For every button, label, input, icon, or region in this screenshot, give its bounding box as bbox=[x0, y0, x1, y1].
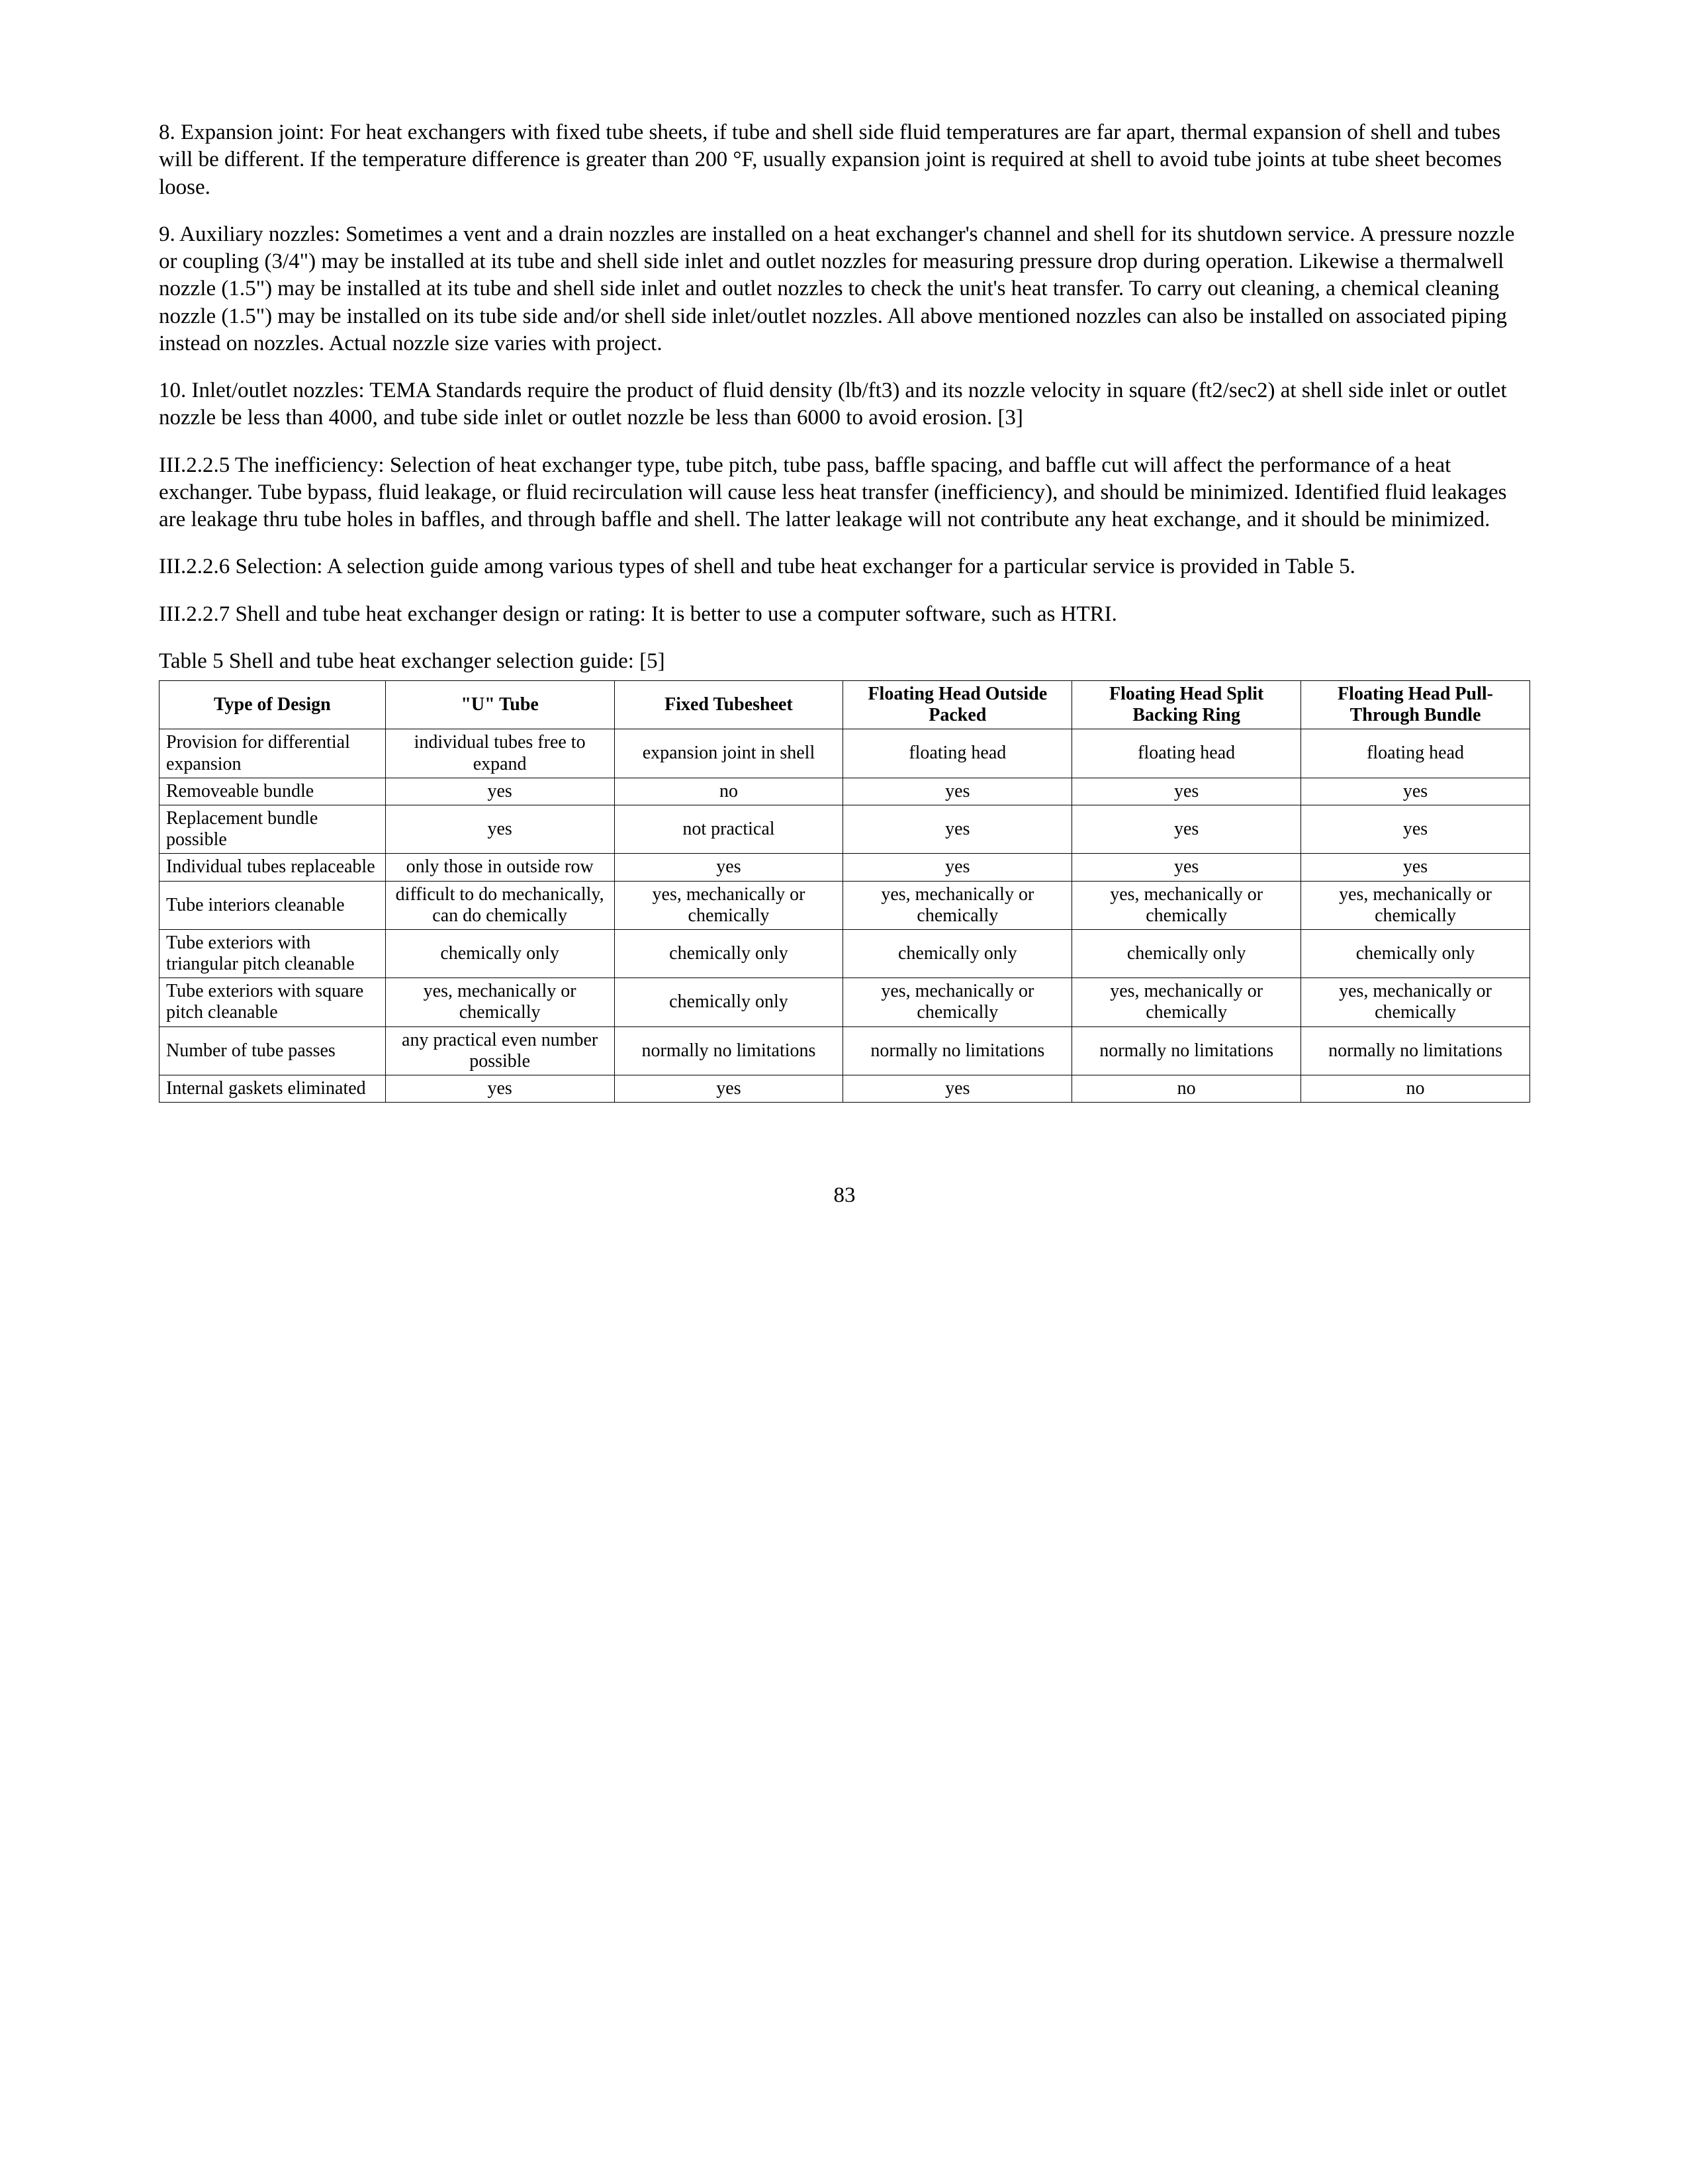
paragraph-9: 9. Auxiliary nozzles: Sometimes a vent a… bbox=[159, 221, 1530, 357]
table-cell: not practical bbox=[614, 805, 843, 853]
table-cell: normally no limitations bbox=[1301, 1026, 1530, 1075]
table-cell: yes bbox=[1072, 805, 1301, 853]
table-cell: chemically only bbox=[1072, 929, 1301, 978]
table-cell: yes, mechanically or chemically bbox=[1072, 978, 1301, 1026]
table-cell: yes bbox=[1072, 778, 1301, 805]
table-cell: yes bbox=[1301, 854, 1530, 881]
paragraph-8: 8. Expansion joint: For heat exchangers … bbox=[159, 119, 1530, 201]
table-cell: Removeable bundle bbox=[160, 778, 386, 805]
table-cell: Tube interiors cleanable bbox=[160, 881, 386, 929]
table-cell: no bbox=[614, 778, 843, 805]
table-row: Number of tube passes any practical even… bbox=[160, 1026, 1530, 1075]
table-cell: Internal gaskets eliminated bbox=[160, 1075, 386, 1103]
table-row: Internal gaskets eliminated yes yes yes … bbox=[160, 1075, 1530, 1103]
table-cell: chemically only bbox=[843, 929, 1072, 978]
table-row: Individual tubes replaceable only those … bbox=[160, 854, 1530, 881]
paragraph-iii-2-2-6: III.2.2.6 Selection: A selection guide a… bbox=[159, 553, 1530, 580]
table-header: "U" Tube bbox=[385, 681, 614, 729]
table-row: Replacement bundle possible yes not prac… bbox=[160, 805, 1530, 853]
table-cell: yes bbox=[385, 778, 614, 805]
table-cell: chemically only bbox=[614, 978, 843, 1026]
table-cell: yes bbox=[843, 778, 1072, 805]
table-caption: Table 5 Shell and tube heat exchanger se… bbox=[159, 648, 1530, 675]
table-row: Tube interiors cleanable difficult to do… bbox=[160, 881, 1530, 929]
page-number: 83 bbox=[159, 1182, 1530, 1209]
table-header: Fixed Tubesheet bbox=[614, 681, 843, 729]
table-cell: Replacement bundle possible bbox=[160, 805, 386, 853]
table-cell: chemically only bbox=[614, 929, 843, 978]
table-cell: yes bbox=[843, 1075, 1072, 1103]
table-cell: no bbox=[1301, 1075, 1530, 1103]
table-row: Provision for differential expansion ind… bbox=[160, 729, 1530, 778]
table-cell: yes bbox=[385, 1075, 614, 1103]
table-header: Floating Head Outside Packed bbox=[843, 681, 1072, 729]
table-cell: floating head bbox=[843, 729, 1072, 778]
table-cell: yes, mechanically or chemically bbox=[843, 881, 1072, 929]
table-header: Type of Design bbox=[160, 681, 386, 729]
table-cell: yes, mechanically or chemically bbox=[1072, 881, 1301, 929]
table-cell: yes bbox=[843, 805, 1072, 853]
table-cell: yes bbox=[1301, 778, 1530, 805]
table-cell: yes, mechanically or chemically bbox=[843, 978, 1072, 1026]
table-cell: normally no limitations bbox=[1072, 1026, 1301, 1075]
table-cell: yes bbox=[614, 1075, 843, 1103]
table-cell: expansion joint in shell bbox=[614, 729, 843, 778]
table-row: Tube exteriors with triangular pitch cle… bbox=[160, 929, 1530, 978]
table-cell: floating head bbox=[1072, 729, 1301, 778]
table-cell: chemically only bbox=[385, 929, 614, 978]
selection-guide-table: Type of Design "U" Tube Fixed Tubesheet … bbox=[159, 680, 1530, 1103]
table-cell: yes, mechanically or chemically bbox=[614, 881, 843, 929]
table-cell: yes bbox=[1301, 805, 1530, 853]
table-cell: yes, mechanically or chemically bbox=[1301, 978, 1530, 1026]
table-cell: normally no limitations bbox=[843, 1026, 1072, 1075]
table-cell: yes bbox=[385, 805, 614, 853]
table-cell: yes bbox=[1072, 854, 1301, 881]
table-cell: Tube exteriors with triangular pitch cle… bbox=[160, 929, 386, 978]
table-cell: yes bbox=[843, 854, 1072, 881]
table-cell: yes bbox=[614, 854, 843, 881]
table-cell: only those in outside row bbox=[385, 854, 614, 881]
table-header: Floating Head Split Backing Ring bbox=[1072, 681, 1301, 729]
table-cell: yes, mechanically or chemically bbox=[1301, 881, 1530, 929]
table-cell: yes, mechanically or chemically bbox=[385, 978, 614, 1026]
table-row: Removeable bundle yes no yes yes yes bbox=[160, 778, 1530, 805]
table-body: Provision for differential expansion ind… bbox=[160, 729, 1530, 1103]
paragraph-iii-2-2-5: III.2.2.5 The inefficiency: Selection of… bbox=[159, 452, 1530, 534]
table-row: Tube exteriors with square pitch cleanab… bbox=[160, 978, 1530, 1026]
table-cell: chemically only bbox=[1301, 929, 1530, 978]
table-cell: Number of tube passes bbox=[160, 1026, 386, 1075]
table-cell: Individual tubes replaceable bbox=[160, 854, 386, 881]
paragraph-10: 10. Inlet/outlet nozzles: TEMA Standards… bbox=[159, 377, 1530, 432]
table-cell: difficult to do mechanically, can do che… bbox=[385, 881, 614, 929]
table-cell: Tube exteriors with square pitch cleanab… bbox=[160, 978, 386, 1026]
table-header-row: Type of Design "U" Tube Fixed Tubesheet … bbox=[160, 681, 1530, 729]
table-cell: Provision for differential expansion bbox=[160, 729, 386, 778]
table-cell: normally no limitations bbox=[614, 1026, 843, 1075]
table-cell: any practical even number possible bbox=[385, 1026, 614, 1075]
table-header: Floating Head Pull-Through Bundle bbox=[1301, 681, 1530, 729]
table-cell: individual tubes free to expand bbox=[385, 729, 614, 778]
table-cell: floating head bbox=[1301, 729, 1530, 778]
table-cell: no bbox=[1072, 1075, 1301, 1103]
paragraph-iii-2-2-7: III.2.2.7 Shell and tube heat exchanger … bbox=[159, 601, 1530, 628]
